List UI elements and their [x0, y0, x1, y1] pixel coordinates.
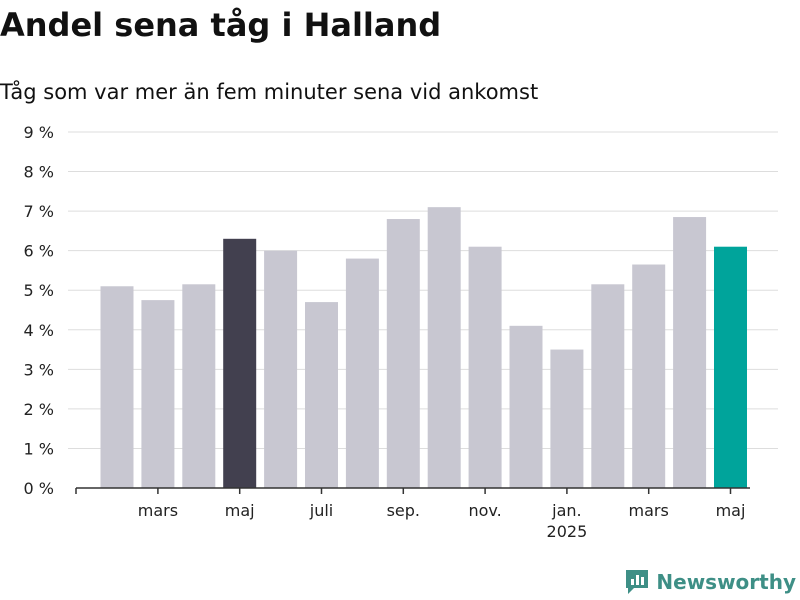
- y-tick-label: 4 %: [24, 321, 54, 340]
- bar-2024-09: [386, 219, 420, 488]
- bar-2024-10: [427, 207, 461, 488]
- x-tick-label: jan.: [551, 501, 581, 520]
- bar-2024-12: [509, 325, 543, 488]
- newsworthy-logo: Newsworthy: [624, 568, 796, 596]
- chart-title: Andel sena tåg i Halland: [0, 6, 442, 44]
- y-tick-label: 6 %: [24, 242, 54, 261]
- bar-2024-06: [264, 250, 298, 488]
- y-tick-label: 3 %: [24, 360, 54, 379]
- bar-2024-11: [468, 246, 502, 488]
- bar-2025-04: [673, 217, 707, 489]
- y-tick-label: 9 %: [24, 123, 54, 142]
- bar-2024-05: [223, 238, 257, 488]
- bar-2024-07: [305, 302, 338, 488]
- bar-2024-02: [100, 286, 134, 488]
- y-tick-label: 0 %: [24, 479, 54, 498]
- bar-2025-02: [591, 284, 625, 488]
- logo-text: Newsworthy: [656, 570, 796, 594]
- y-tick-label: 8 %: [24, 163, 54, 182]
- x-tick-label: mars: [138, 501, 178, 520]
- y-tick-label: 2 %: [24, 400, 54, 419]
- x-tick-label: nov.: [468, 501, 501, 520]
- bar-2025-01: [550, 349, 584, 488]
- chart-subtitle: Tåg som var mer än fem minuter sena vid …: [0, 80, 539, 104]
- bar-2025-03: [632, 264, 666, 488]
- x-tick-label: sep.: [387, 501, 420, 520]
- y-tick-label: 1 %: [24, 439, 54, 458]
- newsworthy-logo-icon: [626, 570, 649, 594]
- y-tick-label: 7 %: [24, 202, 54, 221]
- x-tick-label: maj: [225, 501, 255, 520]
- x-tick-sublabel: 2025: [547, 522, 588, 541]
- bar-2024-04: [182, 284, 216, 488]
- x-tick-label: maj: [716, 501, 746, 520]
- bar-2024-03: [141, 300, 175, 488]
- x-tick-label: juli: [309, 501, 333, 520]
- y-tick-label: 5 %: [24, 281, 54, 300]
- x-tick-label: mars: [629, 501, 669, 520]
- bar-2025-05: [714, 246, 747, 488]
- bar-2024-08: [345, 258, 379, 488]
